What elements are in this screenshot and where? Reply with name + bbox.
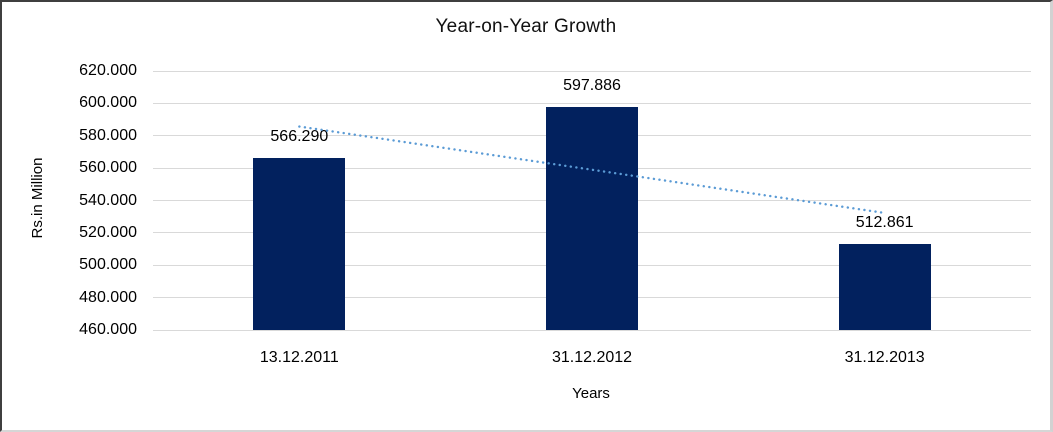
- x-tick-label: 13.12.2011: [259, 349, 339, 366]
- y-tick-label: 560.000: [79, 159, 137, 177]
- x-axis-title: Years: [572, 385, 610, 402]
- bar: [546, 106, 638, 330]
- y-tick-label: 460.000: [79, 321, 137, 338]
- data-label: 512.861: [855, 214, 914, 232]
- gridline: [153, 70, 1031, 72]
- data-label: 597.886: [563, 76, 621, 94]
- x-tick-label: 31.12.2013: [844, 349, 925, 366]
- y-tick-label: 600.000: [79, 94, 137, 112]
- x-tick-label: 31.12.2012: [551, 349, 633, 366]
- y-tick-label: 480.000: [79, 288, 137, 306]
- data-label: 566.290: [270, 127, 329, 145]
- y-tick-label: 540.000: [79, 191, 137, 209]
- bar: [253, 157, 346, 330]
- y-tick-label: 520.000: [79, 223, 137, 241]
- y-tick-label: 580.000: [79, 126, 137, 144]
- gridline: [153, 102, 1031, 104]
- bar: [838, 244, 931, 330]
- y-tick-label: 620.000: [79, 62, 137, 79]
- chart-title: Year-on-Year Growth: [435, 16, 617, 37]
- y-tick-label: 500.000: [79, 256, 137, 274]
- gridline: [153, 329, 1031, 331]
